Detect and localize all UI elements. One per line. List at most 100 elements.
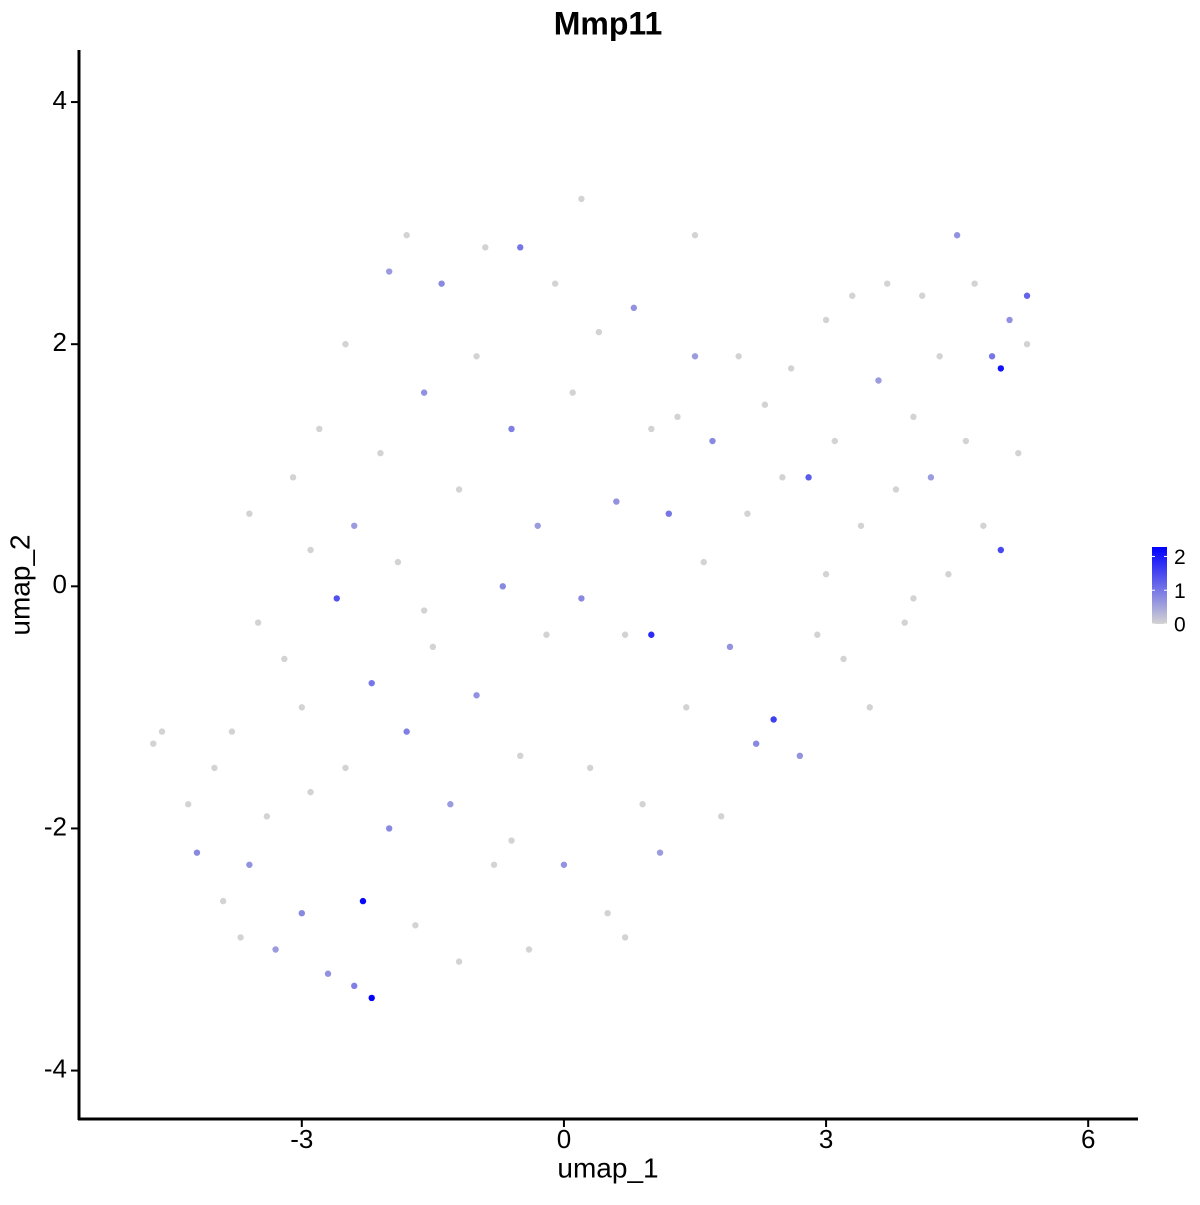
- y-tick-label: -2: [44, 811, 67, 841]
- point: [1023, 340, 1031, 348]
- point: [246, 861, 253, 868]
- point: [543, 631, 550, 638]
- colorbar-label: 0: [1174, 614, 1186, 637]
- point: [613, 498, 620, 505]
- point: [971, 280, 978, 287]
- point: [473, 353, 480, 360]
- y-tick-label: -4: [44, 1053, 67, 1083]
- point: [272, 946, 279, 953]
- point: [351, 982, 358, 990]
- point: [962, 437, 970, 445]
- point: [377, 449, 384, 457]
- point: [324, 970, 332, 977]
- x-axis-label: umap_1: [557, 1152, 658, 1183]
- point: [316, 425, 323, 433]
- point: [988, 353, 996, 360]
- point: [228, 728, 236, 735]
- point: [298, 909, 306, 917]
- point: [953, 232, 961, 239]
- point: [185, 801, 192, 808]
- point: [342, 340, 349, 348]
- point: [648, 425, 655, 433]
- point: [359, 897, 367, 905]
- point: [831, 437, 839, 445]
- point: [525, 946, 533, 953]
- point: [770, 716, 777, 723]
- point: [691, 232, 699, 239]
- point: [700, 558, 707, 566]
- point: [307, 788, 314, 796]
- point: [840, 655, 847, 663]
- point: [237, 934, 244, 941]
- point: [578, 195, 585, 203]
- point: [412, 922, 419, 929]
- colorbar-label: 2: [1174, 546, 1186, 569]
- point: [368, 994, 375, 1002]
- point: [246, 510, 253, 517]
- x-tick-label: -3: [290, 1124, 313, 1154]
- point: [1023, 292, 1031, 299]
- point: [630, 304, 638, 312]
- point: [482, 244, 489, 251]
- colorbar: [1152, 547, 1167, 624]
- point: [805, 474, 812, 481]
- point: [822, 571, 830, 578]
- point: [420, 607, 428, 614]
- point: [927, 474, 935, 481]
- point: [385, 268, 393, 275]
- point: [718, 813, 725, 820]
- point: [455, 958, 463, 965]
- point: [910, 413, 917, 421]
- point: [665, 510, 672, 517]
- point: [403, 728, 410, 735]
- point: [997, 546, 1005, 554]
- point: [674, 413, 681, 421]
- point: [604, 909, 611, 917]
- point: [403, 232, 410, 239]
- point: [333, 595, 340, 602]
- point: [779, 474, 786, 481]
- point: [787, 365, 795, 372]
- y-tick-label: 0: [53, 569, 67, 599]
- point: [508, 837, 515, 844]
- y-tick-label: 4: [53, 85, 67, 115]
- point: [351, 522, 358, 529]
- point: [918, 292, 926, 299]
- point: [936, 353, 943, 360]
- y-tick-label: 2: [53, 327, 67, 357]
- point: [875, 377, 882, 384]
- point: [219, 897, 227, 905]
- point: [438, 280, 445, 287]
- point: [429, 643, 437, 651]
- point: [254, 619, 262, 626]
- point: [683, 704, 690, 711]
- point: [639, 801, 646, 808]
- point: [980, 522, 987, 529]
- point: [385, 825, 393, 832]
- point: [586, 764, 594, 772]
- point: [508, 425, 515, 433]
- point: [621, 934, 629, 941]
- point: [997, 365, 1005, 372]
- x-tick-label: 6: [1081, 1124, 1095, 1154]
- point: [578, 595, 585, 602]
- point: [499, 583, 506, 590]
- point: [394, 558, 402, 566]
- point: [691, 353, 699, 360]
- point: [490, 861, 498, 868]
- point: [744, 510, 751, 517]
- point: [517, 244, 524, 251]
- y-axis-label: umap_2: [4, 534, 35, 635]
- x-tick-label: 3: [819, 1124, 833, 1154]
- point: [752, 740, 760, 747]
- point: [211, 764, 218, 772]
- point: [1006, 316, 1013, 324]
- point: [901, 619, 908, 626]
- point: [945, 571, 952, 578]
- point: [656, 849, 664, 856]
- point: [621, 631, 629, 638]
- point: [455, 486, 463, 493]
- colorbar-label: 1: [1174, 580, 1186, 603]
- point: [1015, 449, 1022, 457]
